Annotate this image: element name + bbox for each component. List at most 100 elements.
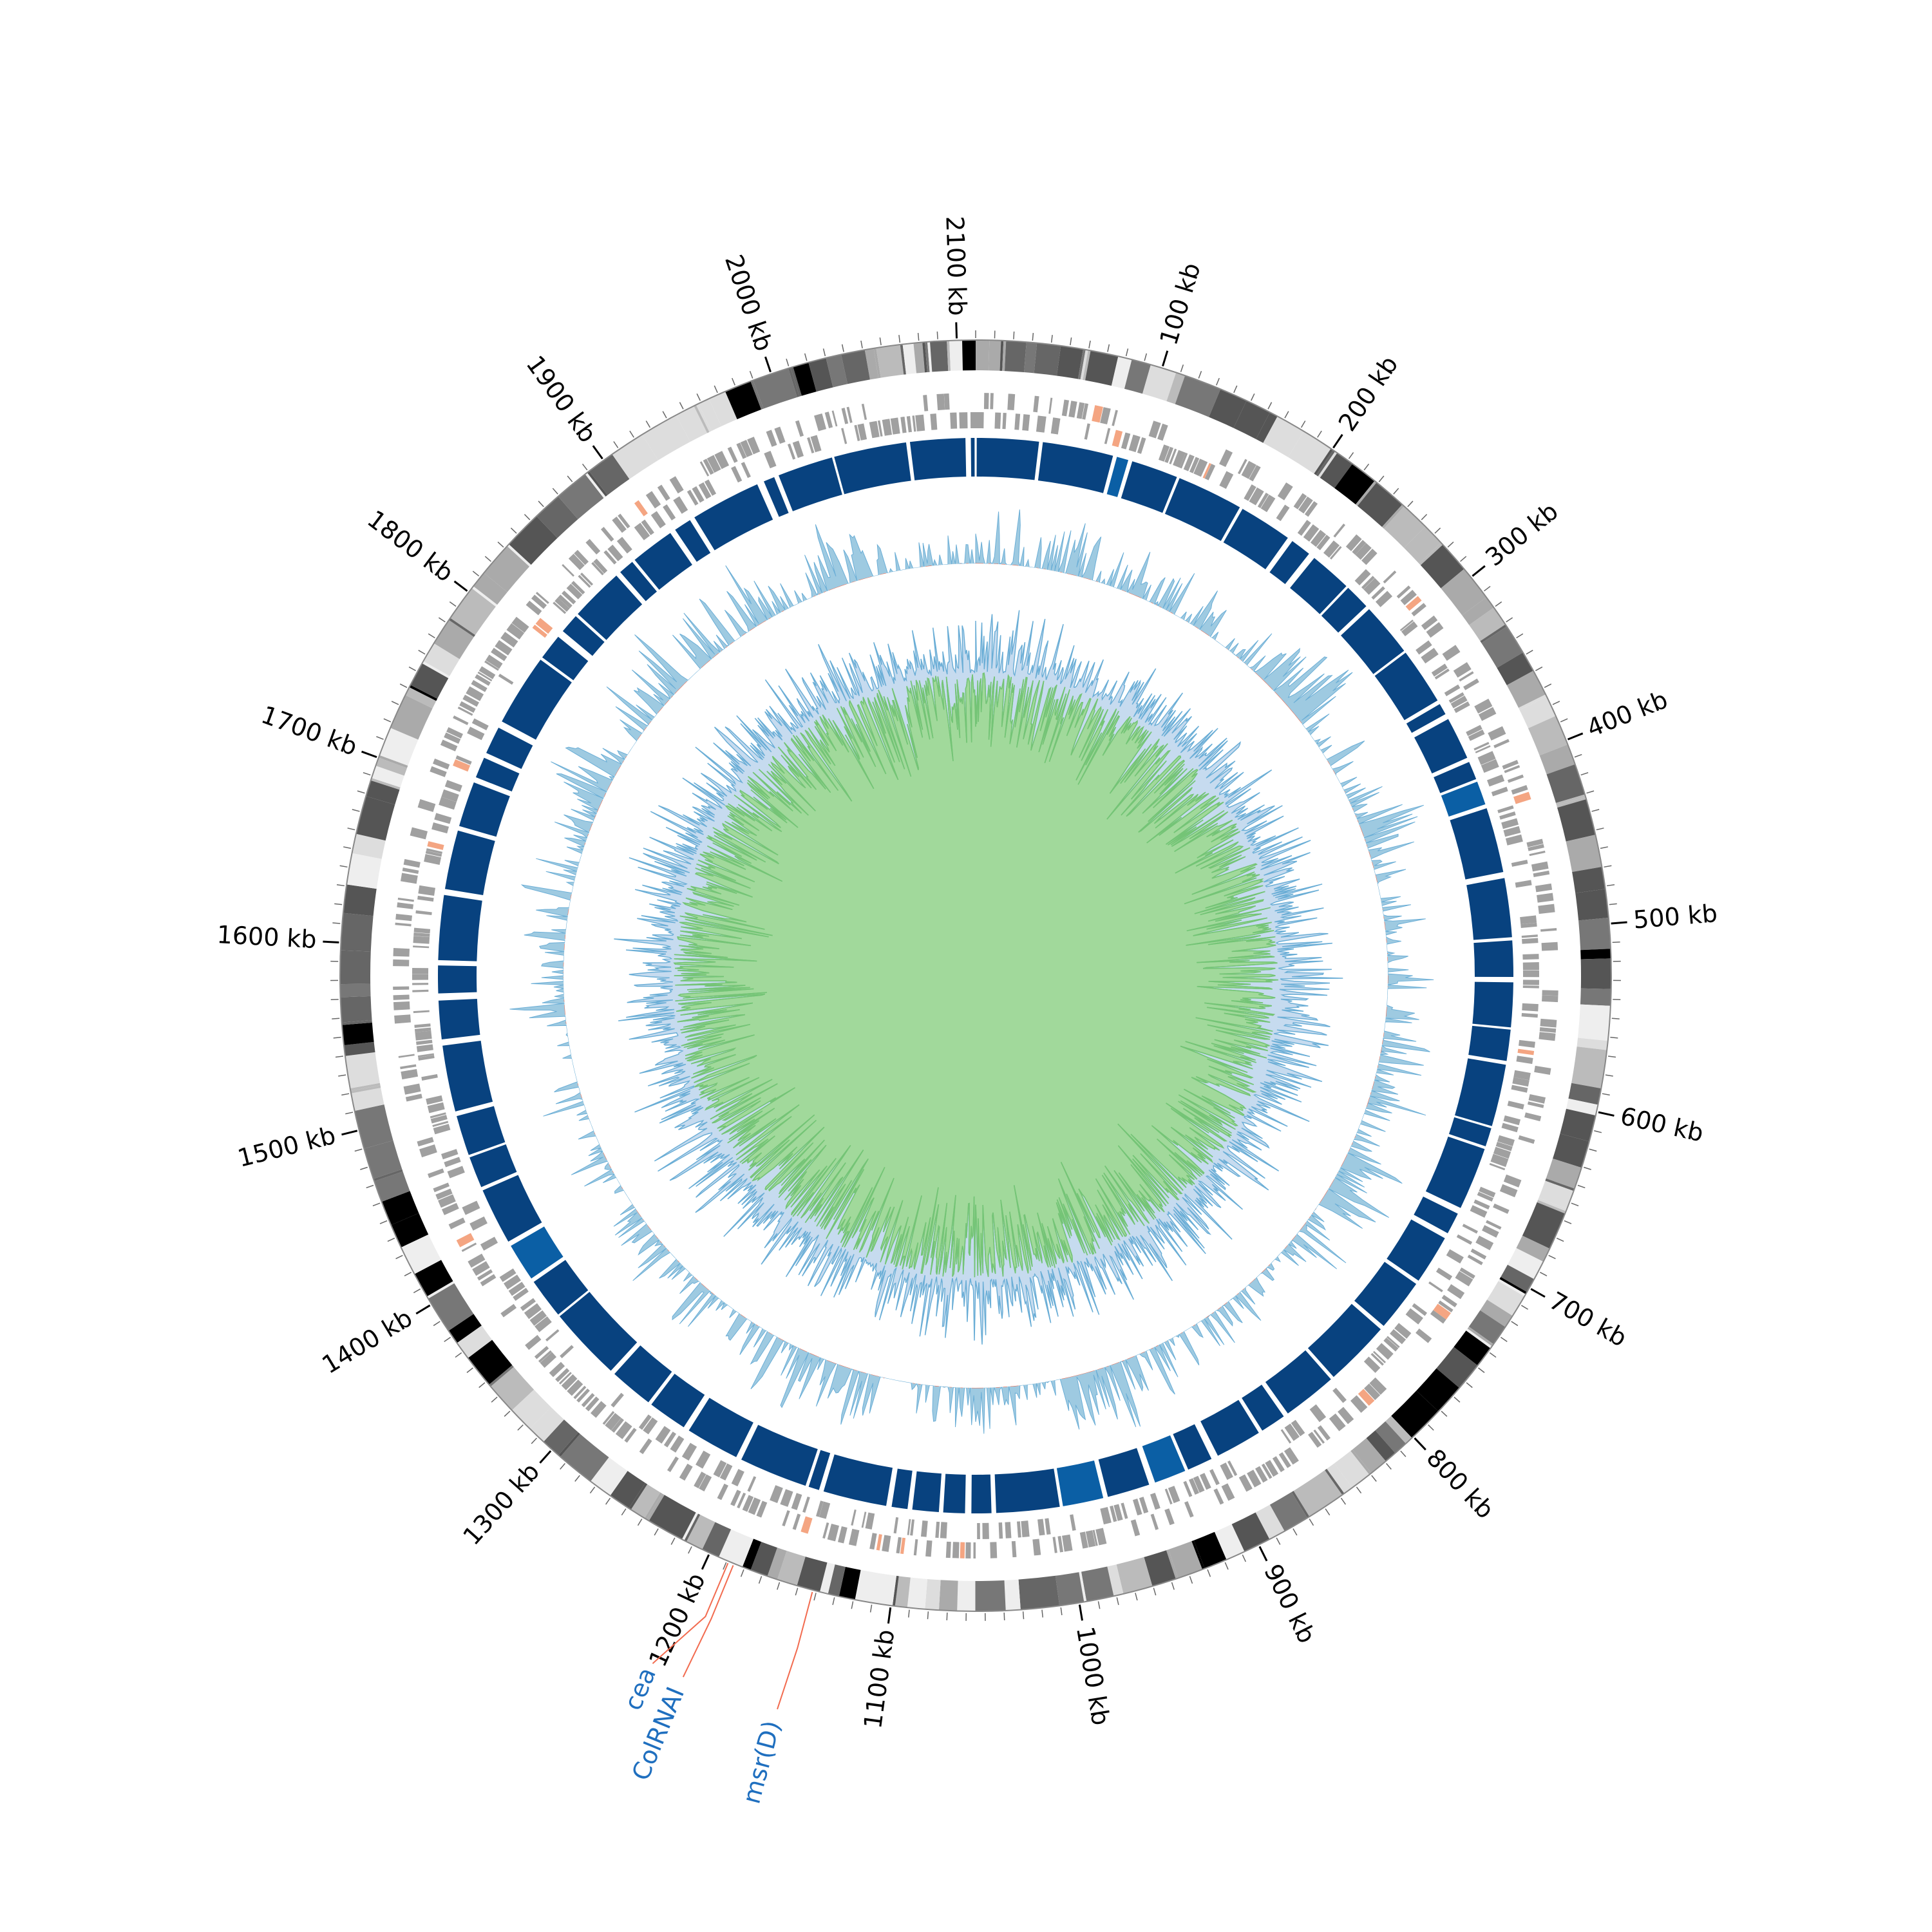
ideogram-band [642, 415, 690, 460]
gene [747, 1476, 757, 1492]
tick-label: 1200 kb [643, 1569, 711, 1671]
ideogram-band [1168, 1541, 1203, 1578]
gene [393, 986, 410, 990]
minor-tick [813, 1593, 817, 1601]
minor-tick [654, 1528, 659, 1536]
gene [641, 519, 654, 535]
ideogram-band [1557, 799, 1596, 842]
block [1265, 1350, 1331, 1414]
ideogram-band [864, 348, 879, 380]
ideogram-band [345, 1052, 380, 1089]
gene [1528, 1094, 1546, 1104]
block [778, 457, 842, 511]
minor-tick [1198, 371, 1202, 379]
gene [1493, 1203, 1510, 1214]
gene [792, 440, 804, 459]
ideogram-band [1507, 1248, 1544, 1280]
gene [1310, 529, 1327, 547]
ideogram-band [341, 1022, 374, 1045]
ideogram-band [422, 661, 450, 679]
block [1425, 1136, 1485, 1208]
gene [1503, 1174, 1522, 1188]
minor-tick [1539, 1271, 1548, 1276]
ideogram-band [471, 586, 498, 607]
minor-tick [1560, 718, 1568, 723]
minor-tick [360, 1166, 368, 1170]
gene [1068, 401, 1077, 418]
gene [1057, 1536, 1064, 1553]
tick-label: 800 kb [1421, 1444, 1500, 1524]
minor-tick [795, 1587, 799, 1596]
gene [1495, 1141, 1513, 1151]
gene [679, 1463, 693, 1481]
gene [747, 437, 761, 455]
ideogram-band [876, 344, 904, 378]
ideogram-band [1107, 1564, 1124, 1596]
minor-tick [1610, 1036, 1618, 1039]
minor-tick [1577, 1184, 1586, 1189]
gene [1390, 1329, 1406, 1345]
gene [484, 660, 499, 671]
gene [1168, 1486, 1180, 1504]
gene [1128, 434, 1141, 453]
ideogram-band [1085, 350, 1119, 386]
gene [545, 1329, 560, 1342]
gene [1112, 410, 1118, 426]
tick-mark [539, 1450, 552, 1464]
gene [1283, 1447, 1299, 1465]
block [469, 1144, 517, 1188]
gene [1430, 1310, 1446, 1324]
gene [1539, 1032, 1556, 1041]
ideogram-band [1081, 1566, 1114, 1602]
minor-tick [1526, 650, 1533, 655]
gene [1541, 942, 1558, 951]
ideogram-band [370, 777, 401, 790]
gene [727, 446, 738, 463]
block [542, 636, 589, 681]
tick-mark [361, 750, 377, 759]
block [971, 438, 975, 477]
gene [896, 1537, 902, 1554]
gene [1490, 1153, 1509, 1168]
gene [412, 983, 429, 985]
gene [1511, 859, 1528, 867]
ideogram-band [913, 342, 925, 374]
minor-tick [1460, 556, 1467, 562]
gene [1542, 990, 1558, 996]
gene [1473, 741, 1490, 751]
gene [1352, 540, 1367, 555]
minor-tick [455, 1352, 462, 1358]
minor-tick [1400, 1450, 1406, 1457]
gene [508, 1282, 526, 1296]
ideogram-band [957, 1580, 976, 1611]
gene [1522, 980, 1539, 985]
block [442, 1040, 493, 1112]
gene [504, 1274, 521, 1290]
gene [397, 902, 413, 909]
block [1472, 981, 1513, 1028]
ideogram-band [808, 357, 833, 392]
gene [446, 727, 463, 739]
gene [1277, 482, 1293, 500]
ideogram-band [405, 687, 437, 708]
minor-tick [433, 1321, 440, 1327]
ideogram-band [1499, 1276, 1528, 1294]
ideogram-band [589, 454, 630, 495]
gene [1520, 915, 1537, 925]
gene [1261, 1463, 1273, 1479]
gene [819, 1501, 831, 1519]
gene [611, 1392, 624, 1408]
gene [600, 527, 614, 542]
gene [1193, 1475, 1205, 1493]
tick-label: 1400 kb [317, 1303, 417, 1379]
ideogram-band [1466, 1329, 1492, 1349]
block [1414, 1197, 1458, 1233]
ideogram-band [725, 381, 762, 420]
gene [1416, 640, 1432, 655]
minor-tick [749, 371, 753, 379]
ideogram-band [1327, 1463, 1352, 1494]
minor-tick [1207, 1569, 1211, 1577]
ideogram-band [1487, 1281, 1525, 1316]
gene [1453, 662, 1472, 678]
ideogram-band [1539, 744, 1575, 775]
